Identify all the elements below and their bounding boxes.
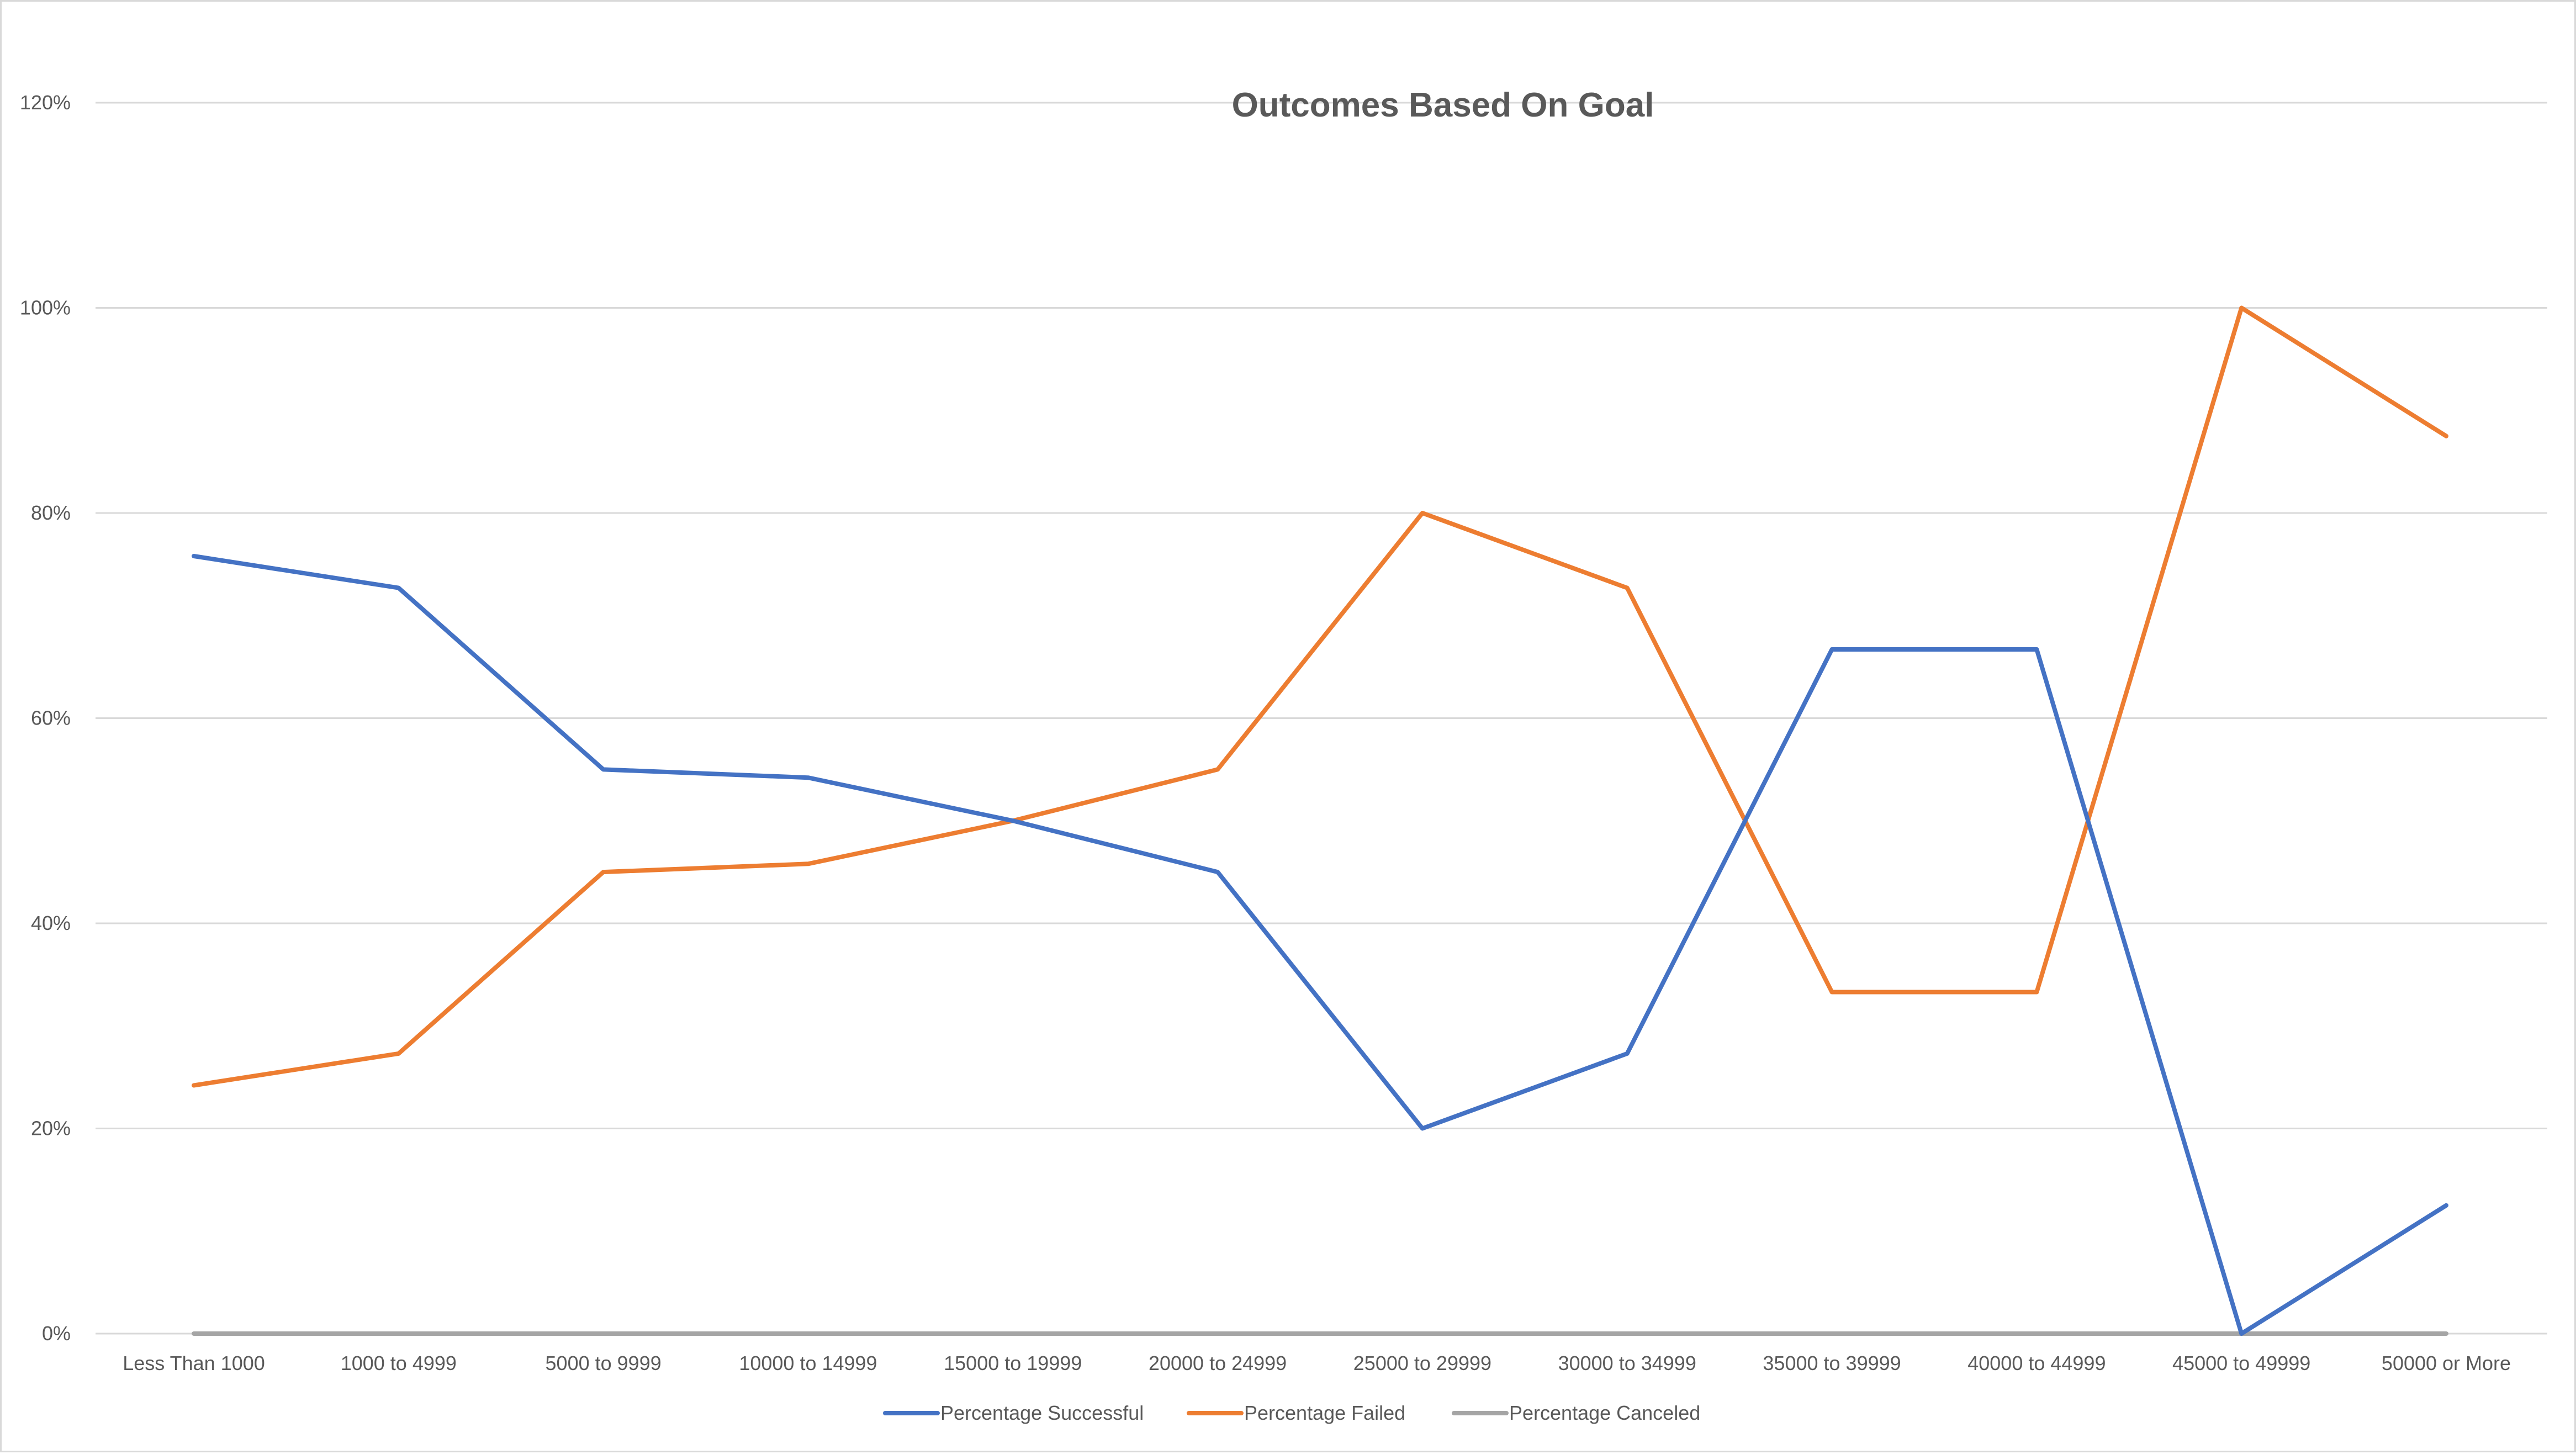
series-lines: [192, 305, 2448, 1336]
y-tick-label: 20%: [31, 1117, 71, 1140]
legend: Percentage Successful Percentage Failed Pe…: [883, 1402, 1700, 1424]
y-tick-label: 60%: [31, 707, 71, 729]
x-tick-label: 45000 to 49999: [2172, 1352, 2310, 1374]
y-tick-label: 0%: [42, 1322, 71, 1345]
x-tick-label: 20000 to 24999: [1149, 1352, 1287, 1374]
legend-label: Percentage Canceled: [1509, 1402, 1700, 1424]
x-tick-label: 25000 to 29999: [1353, 1352, 1491, 1374]
y-tick-label: 120%: [20, 91, 71, 114]
series-line-failed: [192, 305, 2448, 1088]
x-tick-label: 1000 to 4999: [341, 1352, 457, 1374]
x-axis-ticks: Less Than 1000 1000 to 4999 5000 to 9999 10…: [123, 1352, 2511, 1374]
y-axis-ticks: 0% 20% 40% 60% 80% 100% 120%: [20, 91, 71, 1345]
x-tick-label: 15000 to 19999: [944, 1352, 1082, 1374]
y-tick-label: 80%: [31, 501, 71, 524]
chart-title: Outcomes Based On Goal: [1232, 86, 1654, 124]
x-tick-label: 50000 or More: [2382, 1352, 2511, 1374]
x-tick-label: 10000 to 14999: [739, 1352, 877, 1374]
series-line-successful: [192, 554, 2448, 1336]
legend-label: Percentage Failed: [1244, 1402, 1405, 1424]
x-tick-label: Less Than 1000: [123, 1352, 265, 1374]
y-tick-label: 40%: [31, 912, 71, 934]
x-tick-label: 5000 to 9999: [546, 1352, 662, 1374]
x-tick-label: 35000 to 39999: [1763, 1352, 1901, 1374]
x-tick-label: 40000 to 44999: [1967, 1352, 2106, 1374]
x-tick-label: 30000 to 34999: [1558, 1352, 1696, 1374]
legend-label: Percentage Successful: [940, 1402, 1144, 1424]
grid-lines: [96, 102, 2547, 1335]
y-tick-label: 100%: [20, 297, 71, 319]
